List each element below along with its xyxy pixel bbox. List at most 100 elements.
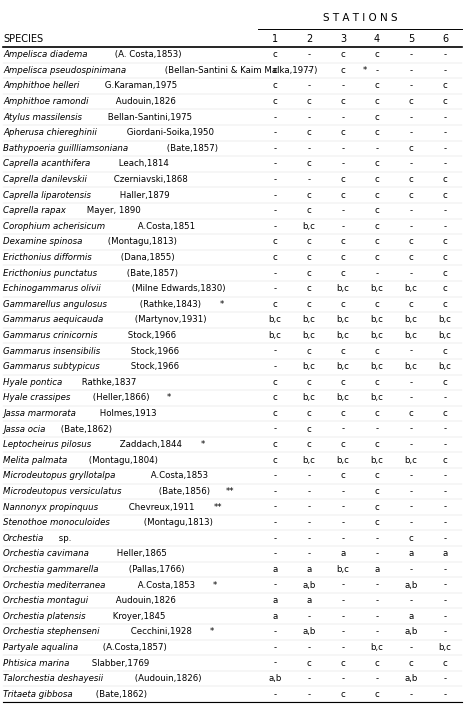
- Text: c: c: [375, 409, 379, 418]
- Text: c: c: [341, 690, 345, 699]
- Text: (Rathke,1843): (Rathke,1843): [137, 300, 201, 309]
- Text: -: -: [307, 144, 311, 153]
- Text: -: -: [410, 518, 412, 527]
- Text: c: c: [306, 206, 312, 215]
- Text: c: c: [341, 269, 345, 278]
- Text: -: -: [341, 206, 345, 215]
- Text: c: c: [443, 284, 447, 293]
- Text: c: c: [375, 300, 379, 309]
- Text: Bathypoeria guillliamsoniana: Bathypoeria guillliamsoniana: [3, 144, 128, 153]
- Text: c: c: [375, 191, 379, 199]
- Text: c: c: [306, 440, 312, 449]
- Text: (Dana,1855): (Dana,1855): [118, 253, 174, 262]
- Text: b,c: b,c: [303, 362, 315, 371]
- Text: -: -: [375, 534, 379, 543]
- Text: c: c: [272, 81, 278, 90]
- Text: -: -: [273, 503, 277, 512]
- Text: *: *: [220, 300, 224, 309]
- Text: (Montagu,1804): (Montagu,1804): [86, 456, 158, 464]
- Text: -: -: [307, 612, 311, 621]
- Text: Leach,1814: Leach,1814: [116, 160, 168, 168]
- Text: -: -: [341, 580, 345, 590]
- Text: -: -: [444, 144, 446, 153]
- Text: -: -: [444, 565, 446, 574]
- Text: c: c: [306, 300, 312, 309]
- Text: b,c: b,c: [371, 284, 384, 293]
- Text: b,c: b,c: [337, 565, 349, 574]
- Text: b,c: b,c: [337, 456, 349, 464]
- Text: -: -: [341, 222, 345, 231]
- Text: c: c: [409, 175, 413, 184]
- Text: -: -: [410, 50, 412, 59]
- Text: -: -: [307, 549, 311, 559]
- Text: -: -: [307, 534, 311, 543]
- Text: -: -: [273, 690, 277, 699]
- Text: Caprella rapax: Caprella rapax: [3, 206, 66, 215]
- Text: Hyale crassipes: Hyale crassipes: [3, 393, 70, 402]
- Text: Holmes,1913: Holmes,1913: [97, 409, 157, 418]
- Text: -: -: [307, 112, 311, 122]
- Text: c: c: [341, 238, 345, 247]
- Text: -: -: [273, 643, 277, 652]
- Text: -: -: [444, 612, 446, 621]
- Text: c: c: [306, 346, 312, 356]
- Text: -: -: [375, 627, 379, 636]
- Text: c: c: [409, 253, 413, 262]
- Text: c: c: [409, 97, 413, 106]
- Text: *: *: [210, 627, 214, 636]
- Text: c: c: [409, 144, 413, 153]
- Text: c: c: [341, 440, 345, 449]
- Text: c: c: [375, 440, 379, 449]
- Text: c: c: [341, 128, 345, 137]
- Text: c: c: [306, 253, 312, 262]
- Text: -: -: [410, 425, 412, 433]
- Text: b,c: b,c: [371, 456, 384, 464]
- Text: c: c: [341, 378, 345, 387]
- Text: -: -: [273, 518, 277, 527]
- Text: Giordani-Soika,1950: Giordani-Soika,1950: [124, 128, 214, 137]
- Text: b,c: b,c: [269, 315, 281, 325]
- Text: c: c: [375, 253, 379, 262]
- Text: Czerniavski,1868: Czerniavski,1868: [111, 175, 188, 184]
- Text: c: c: [306, 160, 312, 168]
- Text: Orchestia stephenseni: Orchestia stephenseni: [3, 627, 100, 636]
- Text: (Bate,1862): (Bate,1862): [58, 425, 112, 433]
- Text: c: c: [272, 238, 278, 247]
- Text: b,c: b,c: [303, 456, 315, 464]
- Text: -: -: [410, 222, 412, 231]
- Text: Microdeutopus gryllotalpa: Microdeutopus gryllotalpa: [3, 472, 115, 480]
- Text: Caprella liparotensis: Caprella liparotensis: [3, 191, 91, 199]
- Text: a: a: [340, 549, 345, 559]
- Text: Audouin,1826: Audouin,1826: [113, 596, 176, 605]
- Text: Ampelisca pseudospinimana: Ampelisca pseudospinimana: [3, 66, 126, 75]
- Text: -: -: [273, 346, 277, 356]
- Text: Echinogammarus olivii: Echinogammarus olivii: [3, 284, 101, 293]
- Text: b,c: b,c: [438, 331, 452, 340]
- Text: -: -: [410, 487, 412, 496]
- Text: b,c: b,c: [405, 456, 418, 464]
- Text: 3: 3: [340, 34, 346, 44]
- Text: -: -: [307, 81, 311, 90]
- Text: -: -: [444, 503, 446, 512]
- Text: Corophium acherisicum: Corophium acherisicum: [3, 222, 105, 231]
- Text: b,c: b,c: [337, 393, 349, 402]
- Text: b,c: b,c: [438, 643, 452, 652]
- Text: a: a: [374, 565, 379, 574]
- Text: c: c: [341, 50, 345, 59]
- Text: -: -: [341, 643, 345, 652]
- Text: -: -: [341, 674, 345, 683]
- Text: Partyale aqualina: Partyale aqualina: [3, 643, 78, 652]
- Text: Audouin,1826: Audouin,1826: [113, 97, 176, 106]
- Text: -: -: [375, 66, 379, 75]
- Text: c: c: [306, 425, 312, 433]
- Text: (Milne Edwards,1830): (Milne Edwards,1830): [129, 284, 226, 293]
- Text: b,c: b,c: [303, 331, 315, 340]
- Text: b,c: b,c: [438, 315, 452, 325]
- Text: Amphithoe ramondi: Amphithoe ramondi: [3, 97, 88, 106]
- Text: c: c: [375, 81, 379, 90]
- Text: -: -: [444, 440, 446, 449]
- Text: Orchestia montagui: Orchestia montagui: [3, 596, 88, 605]
- Text: -: -: [410, 160, 412, 168]
- Text: Jassa ocia: Jassa ocia: [3, 425, 46, 433]
- Text: 5: 5: [408, 34, 414, 44]
